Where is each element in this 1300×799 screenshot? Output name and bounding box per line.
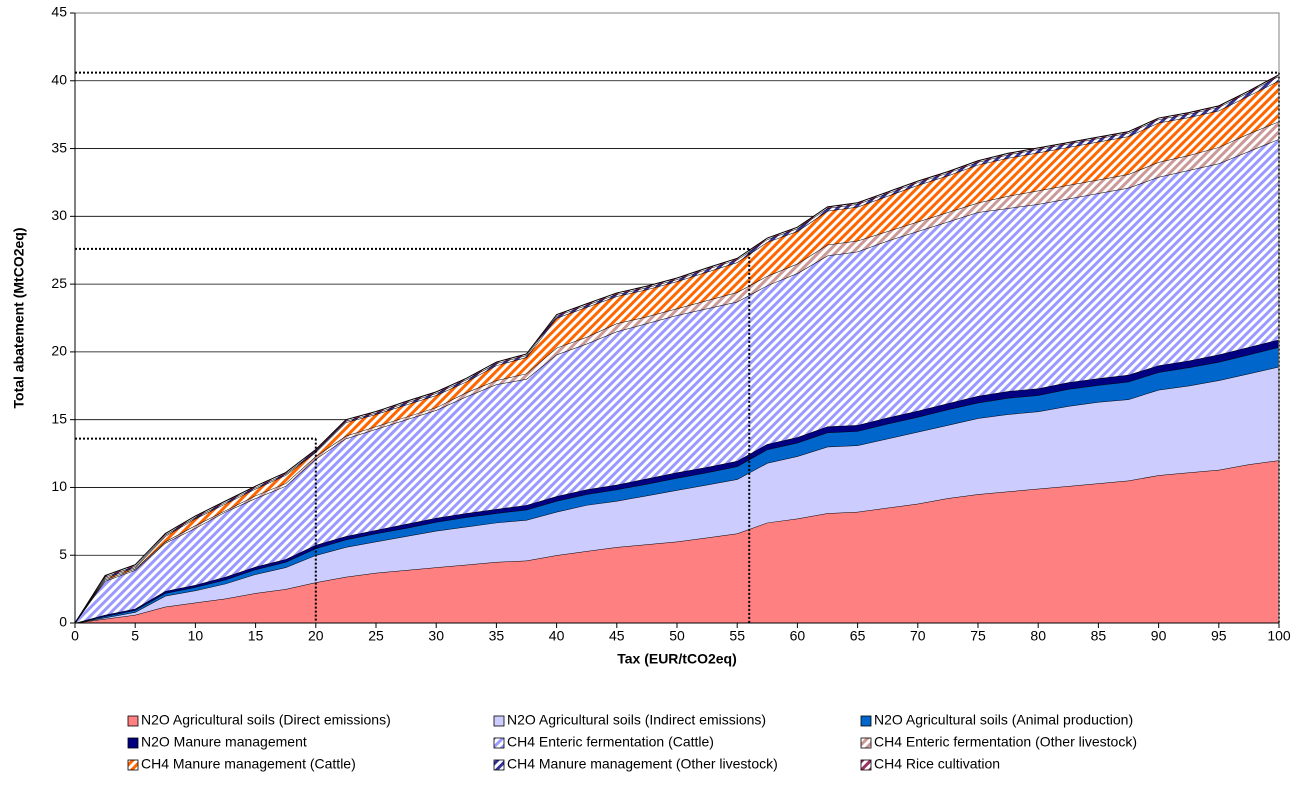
- legend-label: N2O Manure management: [141, 734, 307, 750]
- x-axis-title: Tax (EUR/tCO2eq): [617, 651, 737, 667]
- x-tick-label: 70: [910, 628, 926, 644]
- legend-label: N2O Agricultural soils (Animal productio…: [874, 712, 1133, 728]
- x-tick-label: 35: [489, 628, 505, 644]
- legend-swatch: [860, 737, 872, 749]
- area: [75, 339, 1279, 623]
- x-tick-label: 5: [131, 628, 139, 644]
- x-tick-label: 50: [669, 628, 685, 644]
- legend-swatch: [127, 737, 139, 749]
- x-tick-label: 55: [729, 628, 745, 644]
- legend-label: N2O Agricultural soils (Indirect emissio…: [507, 712, 766, 728]
- legend-label: N2O Agricultural soils (Direct emissions…: [141, 712, 391, 728]
- y-tick-label: 25: [51, 275, 67, 291]
- x-tick-label: 75: [970, 628, 986, 644]
- x-tick-label: 20: [308, 628, 324, 644]
- area: [75, 366, 1279, 623]
- x-tick-label: 40: [549, 628, 565, 644]
- y-tick-label: 10: [51, 478, 67, 494]
- x-tick-label: 85: [1091, 628, 1107, 644]
- area: [75, 121, 1279, 623]
- legend-swatch: [127, 759, 139, 771]
- x-tick-label: 10: [188, 628, 204, 644]
- legend-label: CH4 Manure management (Cattle): [141, 756, 356, 772]
- legend-label: CH4 Enteric fermentation (Other livestoc…: [874, 734, 1137, 750]
- area-edge: [74, 459, 1280, 624]
- legend-label: CH4 Enteric fermentation (Cattle): [507, 734, 714, 750]
- area: [75, 80, 1279, 624]
- y-tick-label: 5: [59, 546, 67, 562]
- y-tick-label: 45: [51, 4, 67, 20]
- x-tick-label: 30: [428, 628, 444, 644]
- x-tick-label: 100: [1267, 628, 1291, 644]
- area: [75, 347, 1279, 623]
- y-tick-label: 20: [51, 343, 67, 359]
- x-tick-label: 90: [1151, 628, 1167, 644]
- x-tick-label: 45: [609, 628, 625, 644]
- y-tick-label: 0: [59, 614, 67, 630]
- x-tick-label: 60: [790, 628, 806, 644]
- y-tick-label: 30: [51, 207, 67, 223]
- area: [75, 139, 1279, 624]
- legend-swatch: [493, 759, 505, 771]
- x-tick-label: 15: [248, 628, 264, 644]
- x-tick-label: 95: [1211, 628, 1227, 644]
- y-axis-title: Total abatement (MtCO2eq): [11, 228, 27, 409]
- y-tick-label: 40: [51, 71, 67, 87]
- legend-swatch: [493, 715, 505, 727]
- legend-swatch: [493, 737, 505, 749]
- legend-swatch: [860, 715, 872, 727]
- legend-label: CH4 Rice cultivation: [874, 756, 1000, 772]
- x-tick-label: 25: [368, 628, 384, 644]
- legend-label: CH4 Manure management (Other livestock): [507, 756, 778, 772]
- area-edge: [74, 74, 1280, 624]
- legend-swatch: [860, 759, 872, 771]
- x-tick-label: 0: [71, 628, 79, 644]
- y-tick-label: 35: [51, 139, 67, 155]
- legend-swatch: [127, 715, 139, 727]
- area-edge: [74, 346, 1280, 624]
- x-tick-label: 80: [1030, 628, 1046, 644]
- x-tick-label: 65: [850, 628, 866, 644]
- y-tick-label: 15: [51, 410, 67, 426]
